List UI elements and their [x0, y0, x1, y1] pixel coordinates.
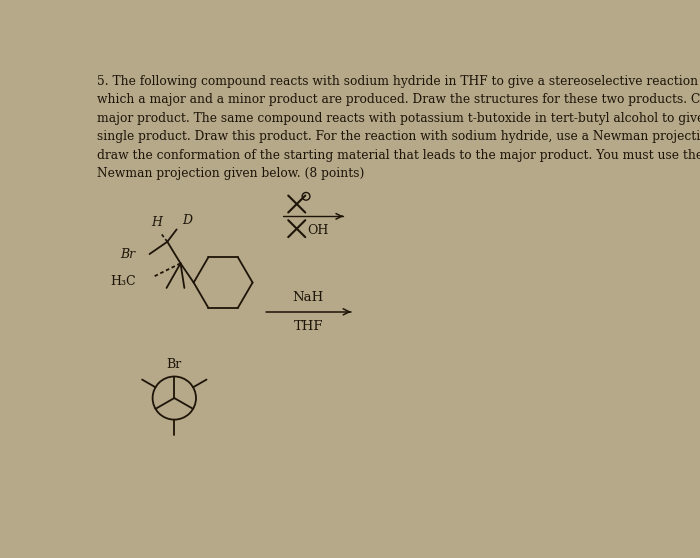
Text: H: H [151, 215, 162, 229]
Text: OH: OH [307, 224, 329, 237]
Text: Br: Br [120, 248, 136, 261]
Text: H₃C: H₃C [110, 275, 136, 287]
Text: THF: THF [293, 320, 323, 333]
Text: NaH: NaH [293, 291, 324, 304]
Text: Br: Br [167, 358, 182, 371]
Text: 5. The following compound reacts with sodium hydride in THF to give a stereosele: 5. The following compound reacts with so… [97, 75, 700, 180]
Text: D: D [182, 214, 192, 227]
